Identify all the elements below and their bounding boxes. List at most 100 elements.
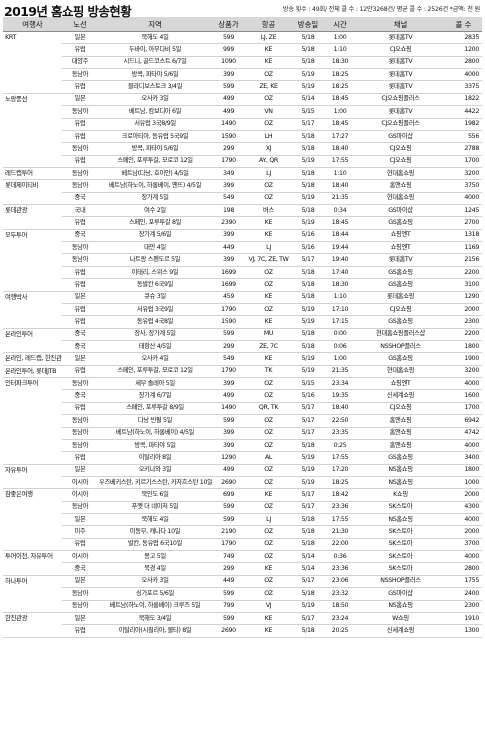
table-row: 투어이천, 자유투어 이시아 몽고 5일 749 OZ 5/14 0:36 SK스토아 4000 xyxy=(3,550,482,576)
table-row: 유럽 발칸, 동유럽 6국10일 1790 OZ 5/18 22:00 SK스토아 3700 xyxy=(3,538,482,552)
region-cell: 장사, 장가계 5일 xyxy=(98,327,212,341)
time-cell: 1:00 xyxy=(324,352,356,366)
agency-cell: 투어이천, 자유투어 xyxy=(3,550,62,576)
airline-cell: ZE, KE xyxy=(245,80,292,94)
date-cell: 5/17 xyxy=(292,402,324,416)
time-cell: 19:35 xyxy=(324,389,356,403)
calls-cell: 4000 xyxy=(445,439,482,453)
date-cell: 5/19 xyxy=(292,68,324,82)
time-cell: 23:06 xyxy=(324,574,356,589)
route-cell: 동남아 xyxy=(62,377,98,391)
date-cell: 5/19 xyxy=(292,364,324,379)
calls-cell: 2000 xyxy=(445,488,482,502)
channel-cell: SK스토아 xyxy=(356,538,445,552)
route-cell: 유럽 xyxy=(62,315,98,329)
agency-cell: 인터파크투어 xyxy=(3,377,62,465)
date-cell: 5/19 xyxy=(292,463,324,477)
region-cell: 장가계 6/7일 xyxy=(98,389,212,403)
calls-cell: 3200 xyxy=(445,364,482,379)
airline-cell: OZ xyxy=(245,303,292,317)
date-cell: 5/18 xyxy=(292,513,324,527)
route-cell: 유럽 xyxy=(62,538,98,552)
price-cell: 499 xyxy=(212,389,245,403)
agency-cell: 여행박사 xyxy=(3,290,62,329)
channel-cell: GS홈쇼핑 xyxy=(356,278,445,292)
region-cell: 베트남, 캄보디아 6일 xyxy=(98,105,212,119)
summary-line: 방송 횟수 : 49회/ 전체 콜 수 : 12만3268건/ 평균 콜 수 :… xyxy=(282,6,480,13)
price-cell: 1090 xyxy=(212,56,245,70)
table-row: 롯데제이티비 동남아 베트남(하노이, 하롱베이, 옌뜨) 4/5일 399 OZ 5/1… xyxy=(3,179,482,206)
time-cell: 0:34 xyxy=(324,204,356,218)
airline-cell: OZ xyxy=(245,525,292,539)
table-row: 일본 북해도 4일 599 LJ 5/18 17:55 NS홈쇼핑 4000 xyxy=(3,513,482,527)
region-cell: 스페인, 포루투갈 8일 xyxy=(98,216,212,230)
time-cell: 19:44 xyxy=(324,241,356,255)
price-cell: 1790 xyxy=(212,303,245,317)
channel-cell: 롯데홈TV xyxy=(356,105,445,119)
channel-cell: 홈앤쇼핑 xyxy=(356,414,445,428)
date-cell: 5/16 xyxy=(292,241,324,255)
table-row: 유럽 서유럽 3국8/9일 1490 OZ 5/17 18:45 CJ오쇼핑플러스 1982 xyxy=(3,118,482,131)
price-cell: 399 xyxy=(212,68,245,82)
calls-cell: 3700 xyxy=(445,538,482,552)
channel-cell: GS홈쇼핑 xyxy=(356,451,445,465)
price-cell: 459 xyxy=(212,290,245,304)
table-row: 레드캡투어 동남아 베트남(다낭, 호이안) 4/5일 349 LJ 5/18 1:10 현대… xyxy=(3,166,482,181)
region-cell: 북인도 6일 xyxy=(98,488,212,502)
region-cell: 몽고 5일 xyxy=(98,550,212,564)
price-cell: 399 xyxy=(212,253,245,267)
price-cell: 599 xyxy=(212,327,245,341)
table-row: 노랑풍선 일본 오사카 3일 499 OZ 5/14 18:45 CJ오쇼핑플러스 1822 xyxy=(3,92,482,168)
date-cell: 5/18 xyxy=(292,327,324,341)
table-row: 이시아 우즈베키스탄, 키르기스스탄, 카자흐스탄 10일 2690 OZ 5/19 18… xyxy=(3,476,482,490)
date-cell: 5/17 xyxy=(292,414,324,428)
date-cell: 5/17 xyxy=(292,501,324,515)
channel-cell: 현대홈쇼핑 xyxy=(356,192,445,206)
channel-cell: GS마이샵 xyxy=(356,130,445,144)
time-cell: 1:00 xyxy=(324,105,356,119)
price-cell: 1790 xyxy=(212,538,245,552)
agency-cell: 자유투어 xyxy=(3,463,62,490)
date-cell: 5/19 xyxy=(292,352,324,366)
table-row: 동남아 대만 4일 449 LJ 5/16 19:44 쇼핑엔T 1169 xyxy=(3,241,482,255)
table-row: 온라인투어 중국 장사, 장가계 5일 599 MU 5/18 0:00 현대홈쇼핑플러스샵 2… xyxy=(3,327,482,354)
table-row: 유럽 크로아티아, 동유럽 5국9일 1590 LH 5/18 17:27 GS마이샵 556 xyxy=(3,130,482,144)
calls-cell: 2000 xyxy=(445,303,482,317)
agency-cell: 롯데제이티비 xyxy=(3,179,62,206)
date-cell: 5/18 xyxy=(292,179,324,193)
date-cell: 5/17 xyxy=(292,574,324,589)
route-cell: 유럽 xyxy=(62,266,98,280)
channel-cell: 롯데홈TV xyxy=(356,56,445,70)
calls-cell: 4422 xyxy=(445,105,482,119)
date-cell: 5/18 xyxy=(292,587,324,601)
airline-cell: LJ xyxy=(245,513,292,527)
airline-cell: OZ xyxy=(245,192,292,206)
channel-cell: CJ오쇼핑 xyxy=(356,43,445,57)
time-cell: 18:40 xyxy=(324,179,356,193)
table-row: 유럽 스페인, 포루투갈 8일 2390 KE 5/19 18:45 GS홈쇼핑 2700 xyxy=(3,216,482,230)
price-cell: 299 xyxy=(212,340,245,354)
route-cell: 동남아 xyxy=(62,241,98,255)
channel-cell: CJ오쇼핑플러스 xyxy=(356,92,445,107)
region-cell: 싱가포르 5/6일 xyxy=(98,587,212,601)
date-cell: 5/14 xyxy=(292,550,324,564)
region-cell: 이태리, 스위스 9일 xyxy=(98,266,212,280)
time-cell: 17:55 xyxy=(324,451,356,465)
channel-cell: 신세계쇼핑 xyxy=(356,624,445,638)
price-cell: 2390 xyxy=(212,216,245,230)
table-row: 롯데관광 국내 여수 2일 198 버스 5/18 0:34 GS마이샵 1245 xyxy=(3,204,482,230)
date-cell: 5/19 xyxy=(292,192,324,206)
price-cell: 549 xyxy=(212,352,245,366)
date-cell: 5/18 xyxy=(292,340,324,354)
calls-cell: 1700 xyxy=(445,402,482,416)
col-header-region: 지역 xyxy=(98,17,212,32)
channel-cell: GS홈쇼핑 xyxy=(356,266,445,280)
calls-cell: 1800 xyxy=(445,463,482,477)
channel-cell: SK스토아 xyxy=(356,525,445,539)
time-cell: 18:50 xyxy=(324,600,356,613)
region-cell: 우즈베키스탄, 키르기스스탄, 카자흐스탄 10일 xyxy=(98,476,212,490)
airline-cell: VN xyxy=(245,105,292,119)
price-cell: 1590 xyxy=(212,315,245,329)
price-cell: 499 xyxy=(212,92,245,107)
price-cell: 599 xyxy=(212,611,245,626)
